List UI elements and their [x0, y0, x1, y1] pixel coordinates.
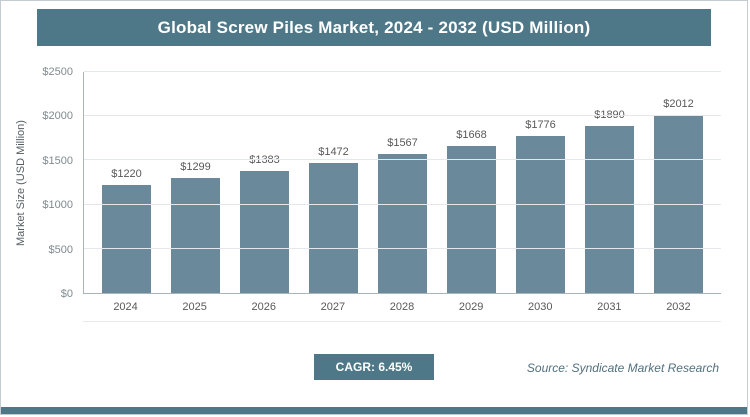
x-tick-label: 2031	[597, 301, 622, 313]
bar-group: $1472	[299, 72, 368, 293]
bar	[239, 170, 290, 293]
plot-area: $1220 $1299 $1383 $1472 $1567 $1668 $1776 $1890…	[83, 71, 721, 294]
x-tick-label: 2028	[389, 301, 415, 313]
bar-value-label: $1890	[594, 108, 625, 121]
bar-value-label: $1776	[525, 119, 556, 132]
chart: Market Size (USD Million) $0 $500 $1000 $15…	[11, 66, 721, 322]
bar	[584, 125, 635, 293]
gridline	[84, 159, 721, 161]
bar-group: $1383	[230, 72, 299, 293]
x-tick-label: 2029	[458, 301, 484, 313]
bar	[377, 154, 428, 293]
bottom-accent-bar	[1, 407, 747, 414]
x-axis-labels: 2024 2025 2026 2027 2028 2029 2030 2031 2032	[83, 294, 721, 322]
y-tick-label: $0	[60, 288, 73, 300]
y-axis-ticks: $0 $500 $1000 $1500 $2000 $2500	[31, 66, 77, 300]
gridline	[84, 115, 721, 117]
bar	[515, 136, 566, 293]
y-axis-title: Market Size (USD Million)	[15, 120, 27, 246]
y-tick-label: $1500	[42, 154, 73, 167]
y-tick-label: $2500	[42, 66, 73, 78]
bar-group: $1567	[368, 72, 437, 293]
bar-group: $1776	[506, 72, 575, 293]
bar-value-label: $1472	[318, 145, 349, 158]
gridline	[84, 71, 721, 72]
x-axis: 2024 2025 2026 2027 2028 2029 2030 2031 2032	[31, 294, 721, 322]
bar-value-label: $1668	[456, 128, 487, 141]
y-tick-label: $1000	[42, 199, 73, 212]
x-tick-label: 2024	[113, 301, 138, 313]
source-text: Source: Syndicate Market Research	[526, 361, 719, 375]
bar-value-label: $1567	[387, 137, 418, 150]
bar-value-label: $2012	[663, 98, 694, 111]
x-axis-spacer	[31, 294, 83, 322]
gridline	[84, 247, 721, 249]
chart-title: Global Screw Piles Market, 2024 - 2032 (…	[37, 9, 711, 46]
bar-group: $1668	[437, 72, 506, 293]
x-tick-label: 2027	[320, 301, 346, 313]
bar-group: $1299	[161, 72, 230, 293]
bar	[308, 162, 359, 293]
x-tick-label: 2032	[666, 301, 691, 313]
bar	[101, 185, 152, 293]
bars: $1220 $1299 $1383 $1472 $1567 $1668 $1776 $1890…	[84, 72, 721, 293]
y-tick-label: $2000	[42, 110, 73, 123]
x-tick-label: 2030	[527, 301, 553, 313]
chart-footer: CAGR: 6.45% Source: Syndicate Market Res…	[1, 354, 747, 382]
bar	[446, 145, 497, 293]
cagr-badge: CAGR: 6.45%	[313, 354, 435, 380]
gridline	[84, 203, 721, 205]
bar	[170, 178, 221, 293]
y-tick-label: $500	[48, 243, 73, 256]
bar-group: $1890	[575, 72, 644, 293]
bar-group: $2012	[644, 72, 713, 293]
x-tick-label: 2025	[182, 301, 207, 313]
plot-row: $0 $500 $1000 $1500 $2000 $2500 $1220 $1299 $13…	[31, 66, 721, 300]
bar-group: $1220	[92, 72, 161, 293]
x-tick-label: 2026	[251, 301, 277, 313]
chart-main: $0 $500 $1000 $1500 $2000 $2500 $1220 $1299 $13…	[31, 66, 721, 322]
bar-value-label: $1299	[180, 161, 211, 174]
bar-value-label: $1220	[111, 168, 142, 181]
